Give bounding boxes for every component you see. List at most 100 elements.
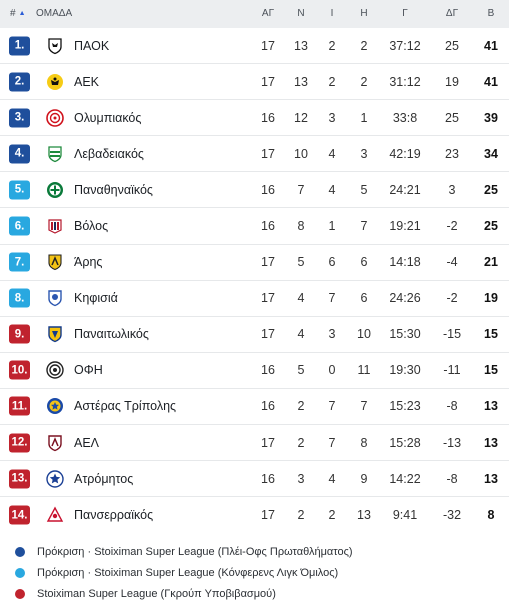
table-row[interactable]: 1. ΠΑΟΚ 17 13 2 2 37:12 25 41 bbox=[0, 28, 509, 65]
played-value: 17 bbox=[261, 327, 275, 342]
played-column-header[interactable]: ΑΓ bbox=[261, 8, 275, 19]
table-row[interactable]: 8. Κηφισιά 17 4 7 6 24:26 -2 19 bbox=[0, 281, 509, 317]
won-value: 7 bbox=[297, 182, 305, 197]
drawn-value: 3 bbox=[328, 327, 336, 342]
goals-value: 14:18 bbox=[389, 255, 421, 270]
points-value: 13 bbox=[484, 471, 498, 486]
table-row[interactable]: 5. Παναθηναϊκός 16 7 4 5 24:21 3 25 bbox=[0, 172, 509, 209]
team-name[interactable]: ΑΕΚ bbox=[74, 74, 100, 89]
table-row[interactable]: 7. Άρης 17 5 6 6 14:18 -4 21 bbox=[0, 245, 509, 281]
ofi-logo bbox=[46, 361, 64, 380]
team-name[interactable]: Παναθηναϊκός bbox=[74, 182, 153, 197]
goal-diff-value: -13 bbox=[442, 435, 462, 450]
table-row[interactable]: 12. ΑΕΛ 17 2 7 8 15:28 -13 13 bbox=[0, 425, 509, 462]
lost-value: 2 bbox=[360, 38, 368, 53]
played-value: 17 bbox=[261, 74, 275, 89]
team-name[interactable]: Άρης bbox=[74, 255, 103, 270]
table-row[interactable]: 11. Αστέρας Τρίπολης 16 2 7 7 15:23 -8 13 bbox=[0, 389, 509, 426]
team-name[interactable]: ΟΦΗ bbox=[74, 363, 103, 378]
rank-header-label: # bbox=[10, 8, 16, 19]
rank-badge: 14. bbox=[9, 505, 30, 525]
won-value: 2 bbox=[297, 435, 305, 450]
legend-dot-icon bbox=[15, 588, 25, 599]
drawn-value: 2 bbox=[328, 74, 336, 89]
lost-value: 11 bbox=[357, 363, 371, 378]
points-value: 25 bbox=[484, 182, 498, 197]
played-value: 16 bbox=[261, 399, 275, 414]
goals-column-header[interactable]: Γ bbox=[402, 8, 408, 19]
legend-dot-icon bbox=[15, 546, 25, 557]
drawn-value: 4 bbox=[328, 146, 336, 161]
rank-column-header[interactable]: # ▲ bbox=[10, 8, 26, 20]
played-value: 16 bbox=[261, 363, 275, 378]
won-column-header[interactable]: Ν bbox=[297, 8, 305, 19]
points-value: 25 bbox=[484, 219, 498, 234]
won-value: 5 bbox=[297, 363, 305, 378]
team-column-header[interactable]: ΟΜΑΔΑ bbox=[36, 8, 73, 19]
played-value: 17 bbox=[261, 435, 275, 450]
drawn-value: 1 bbox=[328, 219, 336, 234]
team-name[interactable]: Ολυμπιακός bbox=[74, 110, 142, 125]
goals-value: 37:12 bbox=[389, 38, 421, 53]
rank-badge: 4. bbox=[9, 144, 30, 164]
team-name[interactable]: Αστέρας Τρίπολης bbox=[74, 399, 177, 414]
drawn-value: 7 bbox=[328, 435, 336, 450]
table-row[interactable]: 6. Βόλος 16 8 1 7 19:21 -2 25 bbox=[0, 208, 509, 245]
goal-diff-value: 25 bbox=[445, 110, 459, 125]
table-row[interactable]: 14. Πανσερραϊκός 17 2 2 13 9:41 -32 8 bbox=[0, 497, 509, 533]
team-name[interactable]: ΑΕΛ bbox=[74, 435, 100, 450]
table-row[interactable]: 9. Παναιτωλικός 17 4 3 10 15:30 -15 15 bbox=[0, 317, 509, 353]
olympiakos-logo bbox=[46, 108, 64, 127]
drawn-value: 2 bbox=[328, 508, 336, 523]
lost-value: 7 bbox=[360, 219, 368, 234]
goal-diff-column-header[interactable]: ΔΓ bbox=[445, 8, 459, 19]
table-header: # ▲ ΟΜΑΔΑ ΑΓ Ν Ι Η Γ ΔΓ Β bbox=[0, 0, 509, 28]
levadiakos-logo bbox=[46, 145, 64, 163]
lost-value: 8 bbox=[360, 435, 368, 450]
goals-value: 33:8 bbox=[392, 110, 418, 125]
played-value: 16 bbox=[261, 219, 275, 234]
lost-value: 6 bbox=[360, 255, 368, 270]
goals-value: 19:21 bbox=[389, 219, 421, 234]
legend-label: Πρόκριση · Stoiximan Super League (Πλέι-… bbox=[37, 545, 353, 558]
rank-badge: 12. bbox=[9, 433, 30, 453]
table-row[interactable]: 13. Ατρόμητος 16 3 4 9 14:22 -8 13 bbox=[0, 461, 509, 498]
played-value: 16 bbox=[261, 471, 275, 486]
rank-badge: 3. bbox=[9, 108, 30, 128]
lost-value: 2 bbox=[360, 74, 368, 89]
drawn-value: 0 bbox=[328, 363, 336, 378]
team-name[interactable]: Κηφισιά bbox=[74, 291, 118, 306]
legend-item: Stoiximan Super League (Γκρούπ Υποβιβασμ… bbox=[0, 583, 509, 601]
points-column-header[interactable]: Β bbox=[487, 8, 495, 19]
team-name[interactable]: Λεβαδειακός bbox=[74, 146, 144, 161]
lost-column-header[interactable]: Η bbox=[360, 8, 368, 19]
drawn-column-header[interactable]: Ι bbox=[330, 8, 334, 19]
panetolikos-logo bbox=[46, 325, 64, 343]
won-value: 8 bbox=[297, 219, 305, 234]
points-value: 39 bbox=[484, 110, 498, 125]
legend-label: Πρόκριση · Stoiximan Super League (Κόνφε… bbox=[37, 566, 339, 579]
team-name[interactable]: ΠΑΟΚ bbox=[74, 38, 110, 53]
lost-value: 3 bbox=[360, 146, 368, 161]
rank-badge: 2. bbox=[9, 72, 30, 92]
team-name[interactable]: Ατρόμητος bbox=[74, 471, 134, 486]
legend-item: Πρόκριση · Stoiximan Super League (Πλέι-… bbox=[0, 541, 509, 562]
table-row[interactable]: 10. ΟΦΗ 16 5 0 11 19:30 -11 15 bbox=[0, 353, 509, 389]
table-row[interactable]: 2. ΑΕΚ 17 13 2 2 31:12 19 41 bbox=[0, 64, 509, 101]
won-value: 2 bbox=[297, 508, 305, 523]
table-row[interactable]: 3. Ολυμπιακός 16 12 3 1 33:8 25 39 bbox=[0, 100, 509, 137]
table-row[interactable]: 4. Λεβαδειακός 17 10 4 3 42:19 23 34 bbox=[0, 136, 509, 173]
team-name[interactable]: Παναιτωλικός bbox=[74, 327, 149, 342]
team-name[interactable]: Πανσερραϊκός bbox=[74, 508, 154, 523]
points-value: 41 bbox=[484, 74, 498, 89]
asteras-tripolis-logo bbox=[46, 397, 64, 415]
team-name[interactable]: Βόλος bbox=[74, 219, 109, 234]
won-value: 13 bbox=[294, 38, 308, 53]
points-value: 15 bbox=[484, 363, 498, 378]
points-value: 19 bbox=[484, 291, 498, 306]
won-value: 12 bbox=[294, 110, 308, 125]
legend-dot-icon bbox=[15, 567, 25, 578]
lost-value: 7 bbox=[360, 399, 368, 414]
goal-diff-value: -11 bbox=[443, 363, 461, 378]
legend: Πρόκριση · Stoiximan Super League (Πλέι-… bbox=[0, 534, 509, 601]
